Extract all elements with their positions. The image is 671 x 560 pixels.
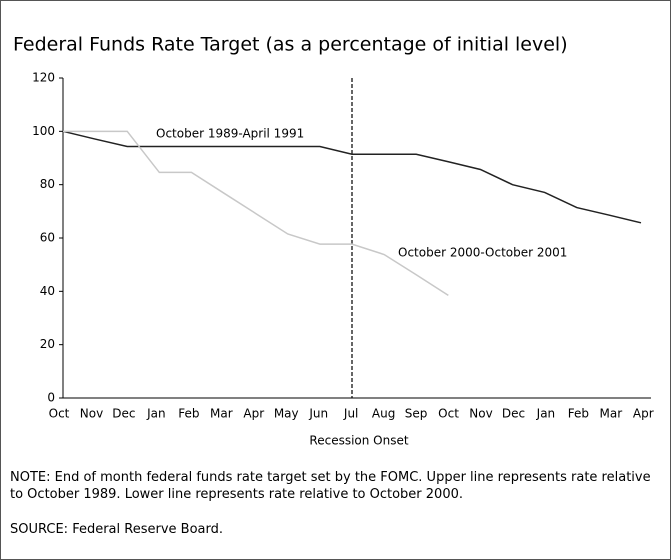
series-label: October 1989-April 1991 (156, 127, 304, 141)
x-tick-label: Nov (469, 407, 492, 421)
x-tick-label: Oct (49, 407, 70, 421)
x-tick-label: Jan (536, 407, 556, 421)
x-tick-label: Jun (308, 407, 328, 421)
x-tick-label: Jul (343, 407, 358, 421)
x-tick-label: Apr (633, 407, 654, 421)
x-tick-label: Sep (405, 407, 428, 421)
y-tick-label: 0 (47, 391, 55, 405)
x-tick-label: Mar (210, 407, 233, 421)
y-tick-label: 20 (40, 337, 55, 351)
y-tick-label: 100 (32, 124, 55, 138)
y-tick-label: 120 (32, 71, 55, 85)
x-tick-label: May (274, 407, 299, 421)
x-tick-label: Dec (112, 407, 135, 421)
note: NOTE: End of month federal funds rate ta… (10, 470, 651, 502)
x-tick-label: Aug (372, 407, 395, 421)
y-tick-label: 80 (40, 177, 55, 191)
x-tick-label: Nov (80, 407, 103, 421)
chart: Federal Funds Rate Target (as a percenta… (13, 34, 654, 448)
y-tick-label: 60 (40, 231, 55, 245)
y-tick-label: 40 (40, 284, 55, 298)
source: SOURCE: Federal Reserve Board. (10, 522, 223, 537)
series-line (63, 130, 449, 296)
x-tick-label: Mar (600, 407, 623, 421)
x-tick-label: Feb (568, 407, 589, 421)
x-tick-label: Apr (243, 407, 264, 421)
x-tick-label: Feb (178, 407, 199, 421)
chart-title: Federal Funds Rate Target (as a percenta… (13, 34, 568, 56)
series-line (62, 130, 642, 224)
x-tick-label: Jan (146, 407, 166, 421)
x-tick-label: Dec (502, 407, 525, 421)
x-axis-label: Recession Onset (309, 434, 408, 448)
x-tick-label: Oct (438, 407, 459, 421)
series-label: October 2000-October 2001 (398, 246, 567, 260)
